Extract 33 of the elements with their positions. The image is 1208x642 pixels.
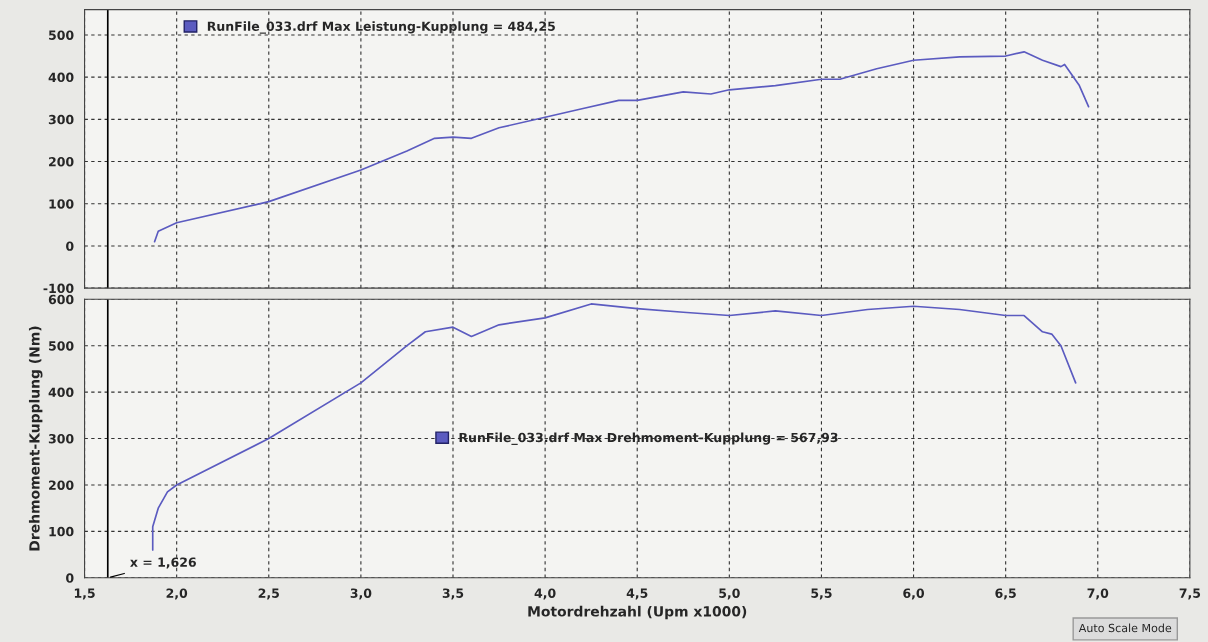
y-tick-label: 0 xyxy=(66,573,74,583)
y-tick-label: 0 xyxy=(66,241,74,251)
x-tick-label: 2,5 xyxy=(258,588,279,600)
x-axis-title: Motordrehzahl (Upm x1000) xyxy=(528,605,747,620)
x-tick-label: 4,0 xyxy=(534,588,556,600)
y-tick-label: 300 xyxy=(48,114,74,125)
y-tick-label: 500 xyxy=(49,341,74,351)
y-tick-label: 100 xyxy=(49,199,74,209)
legend-label: RunFile_033.drf Max Drehmoment-Kupplung = 567,93 xyxy=(459,432,838,445)
y-tick-label: 200 xyxy=(49,480,74,490)
x-tick-label: 3,5 xyxy=(442,588,464,600)
x-tick-label: 2,0 xyxy=(166,588,188,600)
y-tick-label: 400 xyxy=(48,72,74,83)
x-tick-label: 5,0 xyxy=(719,588,740,600)
x-tick-label: 7,5 xyxy=(1179,588,1201,600)
text: Auto Scale Mode xyxy=(1078,623,1172,633)
y-tick-label: 200 xyxy=(49,157,74,167)
y-tick-label: 500 xyxy=(49,30,74,40)
y-tick-label: 300 xyxy=(48,434,74,444)
x-tick-label: 1,5 xyxy=(74,588,95,600)
y-tick-label: -100 xyxy=(43,283,74,294)
x-tick-label: 4,5 xyxy=(626,588,648,600)
y-tick-label: 100 xyxy=(49,526,74,537)
x-tick-label: 6,5 xyxy=(995,588,1016,600)
ref-line-label: x = 1,626 xyxy=(130,557,196,569)
legend-label: RunFile_033.drf Max Leistung-Kupplung = 484,25 xyxy=(207,21,555,34)
y-axis-title: Drehmoment-Kupplung (Nm) xyxy=(28,326,43,551)
y-tick-label: 400 xyxy=(48,387,74,398)
x-tick-label: 3,0 xyxy=(350,588,372,600)
x-tick-label: 6,0 xyxy=(903,588,925,600)
y-tick-label: 600 xyxy=(48,294,74,305)
x-tick-label: 5,5 xyxy=(811,588,832,600)
x-tick-label: 7,0 xyxy=(1087,588,1109,600)
